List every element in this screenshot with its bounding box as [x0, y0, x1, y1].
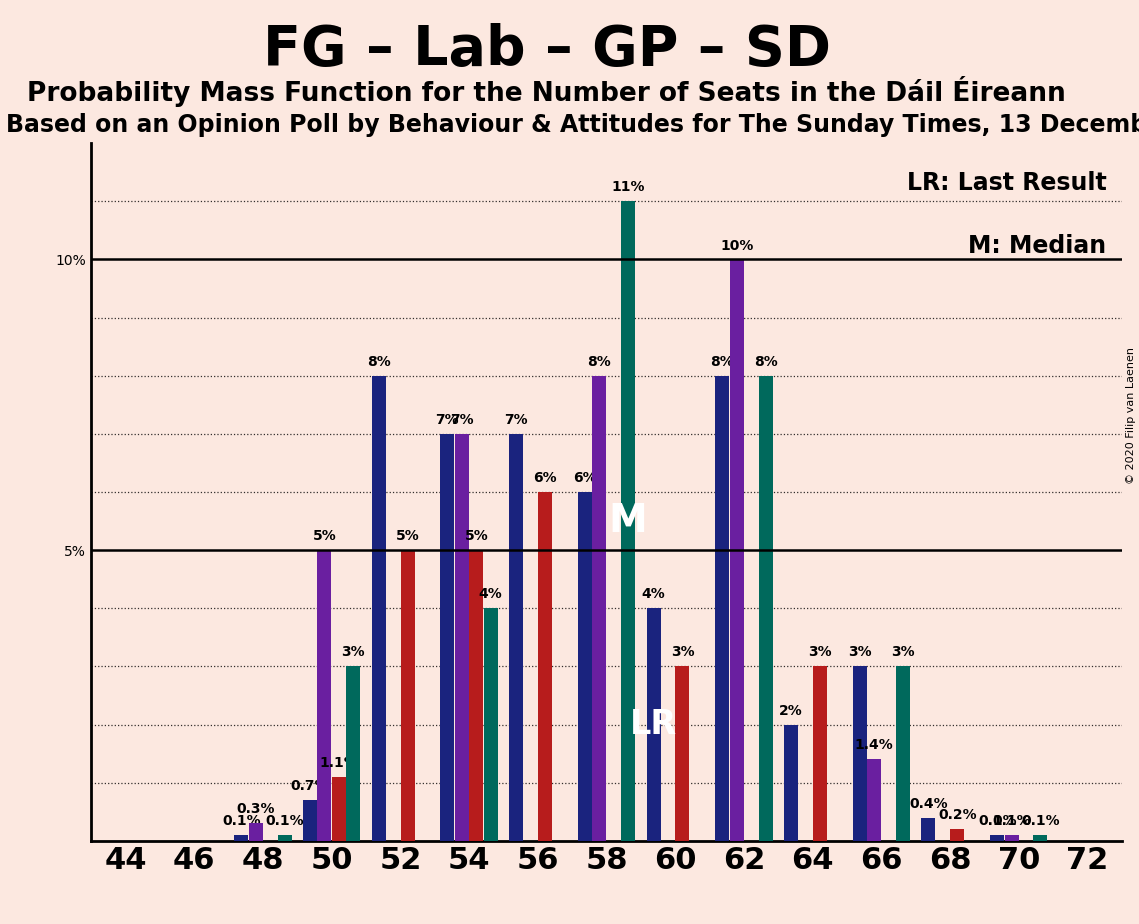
Text: FG – Lab – GP – SD: FG – Lab – GP – SD [263, 23, 830, 77]
Bar [346, 666, 360, 841]
Bar [538, 492, 552, 841]
Text: 11%: 11% [612, 180, 645, 194]
Bar [813, 666, 827, 841]
Bar [921, 818, 935, 841]
Text: 3%: 3% [808, 646, 831, 660]
Text: 8%: 8% [588, 355, 612, 369]
Bar [331, 777, 346, 841]
Bar [235, 835, 248, 841]
Bar [509, 434, 523, 841]
Text: 8%: 8% [367, 355, 391, 369]
Text: 4%: 4% [641, 588, 665, 602]
Text: 5%: 5% [465, 529, 489, 543]
Bar [303, 800, 317, 841]
Bar [990, 835, 1005, 841]
Bar [675, 666, 689, 841]
Text: 10%: 10% [720, 238, 753, 252]
Text: 0.7%: 0.7% [290, 779, 329, 793]
Text: 5%: 5% [395, 529, 419, 543]
Text: M: M [608, 502, 648, 541]
Bar [896, 666, 910, 841]
Text: 4%: 4% [478, 588, 502, 602]
Text: 5%: 5% [312, 529, 336, 543]
Text: 3%: 3% [671, 646, 695, 660]
Bar [469, 550, 483, 841]
Text: 0.1%: 0.1% [978, 814, 1016, 828]
Bar [248, 823, 263, 841]
Text: 8%: 8% [754, 355, 778, 369]
Bar [1033, 835, 1048, 841]
Text: 3%: 3% [847, 646, 871, 660]
Bar [853, 666, 867, 841]
Bar [759, 376, 772, 841]
Text: Probability Mass Function for the Number of Seats in the Dáil Éireann: Probability Mass Function for the Number… [27, 76, 1066, 107]
Bar [1005, 835, 1018, 841]
Text: 0.2%: 0.2% [939, 808, 976, 822]
Bar [715, 376, 729, 841]
Bar [484, 608, 498, 841]
Bar [867, 760, 882, 841]
Text: 3%: 3% [891, 646, 915, 660]
Bar [318, 550, 331, 841]
Bar [621, 201, 636, 841]
Bar [577, 492, 592, 841]
Text: 6%: 6% [573, 471, 597, 485]
Text: LR: Last Result: LR: Last Result [907, 171, 1106, 195]
Bar [441, 434, 454, 841]
Text: 0.1%: 0.1% [265, 814, 304, 828]
Text: 1.4%: 1.4% [854, 738, 894, 752]
Text: 1.1%: 1.1% [319, 756, 359, 770]
Text: 0.3%: 0.3% [237, 802, 274, 817]
Bar [401, 550, 415, 841]
Bar [784, 724, 798, 841]
Text: Based on an Opinion Poll by Behaviour & Attitudes for The Sunday Times, 13 Decem: Based on an Opinion Poll by Behaviour & … [6, 113, 1139, 137]
Bar [454, 434, 469, 841]
Text: 0.1%: 0.1% [992, 814, 1031, 828]
Text: 8%: 8% [711, 355, 735, 369]
Text: 7%: 7% [505, 413, 528, 427]
Text: 0.1%: 0.1% [222, 814, 261, 828]
Text: LR: LR [630, 708, 678, 741]
Text: 0.1%: 0.1% [1022, 814, 1059, 828]
Bar [730, 260, 744, 841]
Text: 2%: 2% [779, 703, 803, 718]
Text: M: Median: M: Median [968, 234, 1106, 258]
Text: 7%: 7% [450, 413, 474, 427]
Text: 6%: 6% [533, 471, 557, 485]
Text: 7%: 7% [435, 413, 459, 427]
Text: © 2020 Filip van Laenen: © 2020 Filip van Laenen [1125, 347, 1136, 484]
Bar [647, 608, 661, 841]
Text: 3%: 3% [342, 646, 366, 660]
Bar [278, 835, 292, 841]
Text: 0.4%: 0.4% [909, 796, 948, 810]
Bar [592, 376, 606, 841]
Bar [950, 829, 965, 841]
Bar [371, 376, 386, 841]
